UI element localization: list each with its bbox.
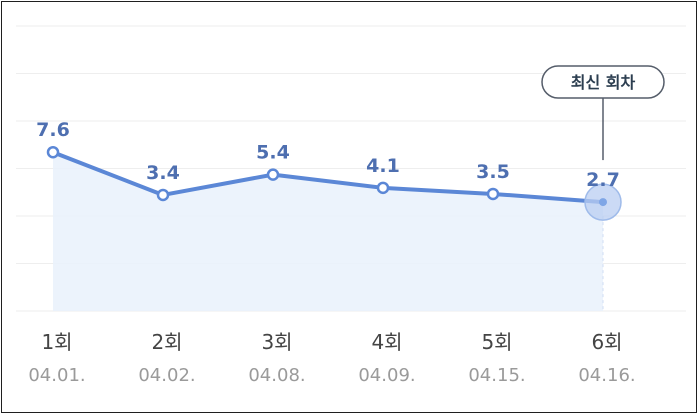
data-point <box>486 187 500 201</box>
value-label: 4.1 <box>366 155 400 177</box>
x-tick-date: 04.16. <box>578 365 635 386</box>
x-tick-round: 5회 <box>481 330 512 354</box>
x-tick-date: 04.01. <box>28 365 85 386</box>
data-point-latest <box>599 198 607 207</box>
x-tick-date: 04.09. <box>358 365 415 386</box>
x-tick-round: 3회 <box>261 330 292 354</box>
x-tick-round: 1회 <box>41 330 72 354</box>
x-tick-round: 2회 <box>151 330 182 354</box>
value-label: 5.4 <box>256 142 290 164</box>
value-labels: 7.6 3.4 5.4 4.1 3.5 2.7 <box>36 119 620 191</box>
data-point <box>46 145 60 159</box>
latest-round-badge: 최신 회차 <box>541 65 665 161</box>
data-point <box>156 188 170 202</box>
x-tick-round: 4회 <box>371 330 402 354</box>
badge-label: 최신 회차 <box>571 73 636 92</box>
series-line <box>51 150 605 205</box>
value-label: 7.6 <box>36 119 70 141</box>
value-label: 3.5 <box>476 161 510 183</box>
badge-box <box>541 65 665 99</box>
value-label: 2.7 <box>586 169 620 191</box>
x-tick-round: 6회 <box>591 330 622 354</box>
x-tick-date: 04.08. <box>248 365 305 386</box>
x-tick-date: 04.15. <box>468 365 525 386</box>
data-point <box>266 168 280 181</box>
data-points <box>46 145 607 207</box>
x-tick-date: 04.02. <box>138 365 195 386</box>
value-label: 3.4 <box>146 162 180 184</box>
data-point <box>376 181 390 195</box>
x-axis-labels: 1회 04.01. 2회 04.02. 3회 04.08. 4회 04.09. 5회 04.15.… <box>28 330 635 386</box>
area-fill <box>53 152 603 311</box>
